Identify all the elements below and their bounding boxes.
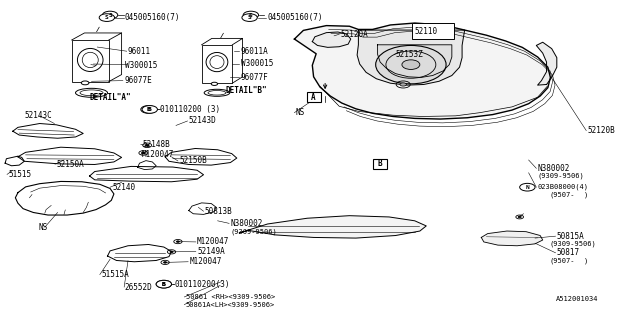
Circle shape [243,11,259,19]
Ellipse shape [177,241,179,243]
Text: 50813B: 50813B [205,207,232,216]
Text: 023B08000(4): 023B08000(4) [538,184,589,190]
Text: 010110200(3): 010110200(3) [174,280,230,289]
Text: S: S [108,12,112,18]
Polygon shape [138,161,156,170]
Circle shape [156,280,172,288]
Bar [412,23,454,39]
Polygon shape [536,42,557,85]
Text: 52148B: 52148B [142,140,170,149]
Text: 26552D: 26552D [125,283,152,292]
Circle shape [242,14,257,21]
Text: N380002: N380002 [230,219,263,228]
Ellipse shape [400,83,406,86]
Text: 52153Z: 52153Z [396,50,423,59]
Text: 96077E: 96077E [124,76,152,85]
Text: (9309-9506): (9309-9506) [230,228,277,235]
Text: 51515A: 51515A [101,270,129,279]
Polygon shape [5,156,24,166]
Text: B: B [162,282,166,287]
Text: (9507-: (9507- [549,192,575,198]
Polygon shape [165,148,237,165]
Text: 52143D: 52143D [189,116,216,125]
Ellipse shape [518,216,522,218]
Polygon shape [13,124,83,138]
Text: M120047: M120047 [189,257,222,266]
Circle shape [99,14,115,21]
Text: M120047: M120047 [142,150,175,159]
Text: 96011A: 96011A [241,47,268,56]
Text: 52150B: 52150B [179,156,207,165]
Polygon shape [18,147,122,164]
Text: B: B [162,282,166,287]
Text: 52120A: 52120A [340,30,368,39]
Text: B: B [148,107,152,112]
Text: A512001034: A512001034 [556,296,598,302]
Text: DETAIL"B": DETAIL"B" [225,86,267,95]
Text: 96077F: 96077F [241,73,268,82]
Text: N: N [525,185,529,190]
Bar [202,45,232,83]
Bar [72,40,109,82]
Text: 52150A: 52150A [56,160,84,169]
Text: S: S [249,12,253,18]
Text: S: S [248,15,252,20]
Ellipse shape [170,251,173,253]
Text: 50815A: 50815A [557,232,584,241]
Text: 52143C: 52143C [24,111,52,120]
Polygon shape [378,45,452,77]
Circle shape [141,106,156,113]
Text: 045005160(7): 045005160(7) [125,13,180,22]
Text: 010110200 (3): 010110200 (3) [160,105,220,114]
Circle shape [102,11,118,19]
Text: 50861 <RH><9309-9506>: 50861 <RH><9309-9506> [186,294,275,300]
Circle shape [156,280,172,288]
Text: 50817: 50817 [557,248,580,257]
Text: (9309-9506): (9309-9506) [549,241,596,247]
Polygon shape [312,32,351,47]
Bar [307,92,321,102]
Text: (9507-: (9507- [549,258,575,264]
Ellipse shape [402,60,420,69]
Circle shape [520,183,535,191]
Polygon shape [90,166,204,182]
Polygon shape [481,231,543,246]
Text: 50861A<LH><9309-9506>: 50861A<LH><9309-9506> [186,302,275,308]
Polygon shape [239,216,426,238]
Text: ): ) [584,258,588,264]
Polygon shape [357,30,465,85]
Text: 51515: 51515 [8,170,31,179]
Text: M120047: M120047 [197,237,230,246]
Text: 045005160(7): 045005160(7) [268,13,323,22]
Text: 52140: 52140 [112,183,135,192]
Text: NS: NS [38,223,47,232]
Text: 96011: 96011 [128,47,151,56]
Text: 52149A: 52149A [197,247,225,256]
Text: W300015: W300015 [241,60,273,68]
Text: B: B [147,107,150,112]
Text: (9309-9506): (9309-9506) [538,173,584,179]
Circle shape [211,82,218,85]
Polygon shape [15,181,114,215]
Text: S: S [105,15,109,20]
Circle shape [142,106,157,113]
Polygon shape [189,203,216,214]
Text: NS: NS [296,108,305,117]
Text: B: B [378,159,383,168]
Text: 52120B: 52120B [588,126,615,135]
Circle shape [81,81,89,85]
Ellipse shape [145,144,149,146]
Ellipse shape [376,45,446,84]
Text: 52110: 52110 [415,28,438,36]
Polygon shape [108,244,172,262]
Text: N380002: N380002 [538,164,570,173]
Ellipse shape [141,152,145,154]
Text: A: A [311,93,316,102]
Text: W300015: W300015 [125,61,158,70]
Text: DETAIL"A": DETAIL"A" [90,93,131,102]
Text: ): ) [584,192,588,198]
Ellipse shape [164,262,166,263]
Bar [373,159,387,169]
Polygon shape [294,23,550,119]
